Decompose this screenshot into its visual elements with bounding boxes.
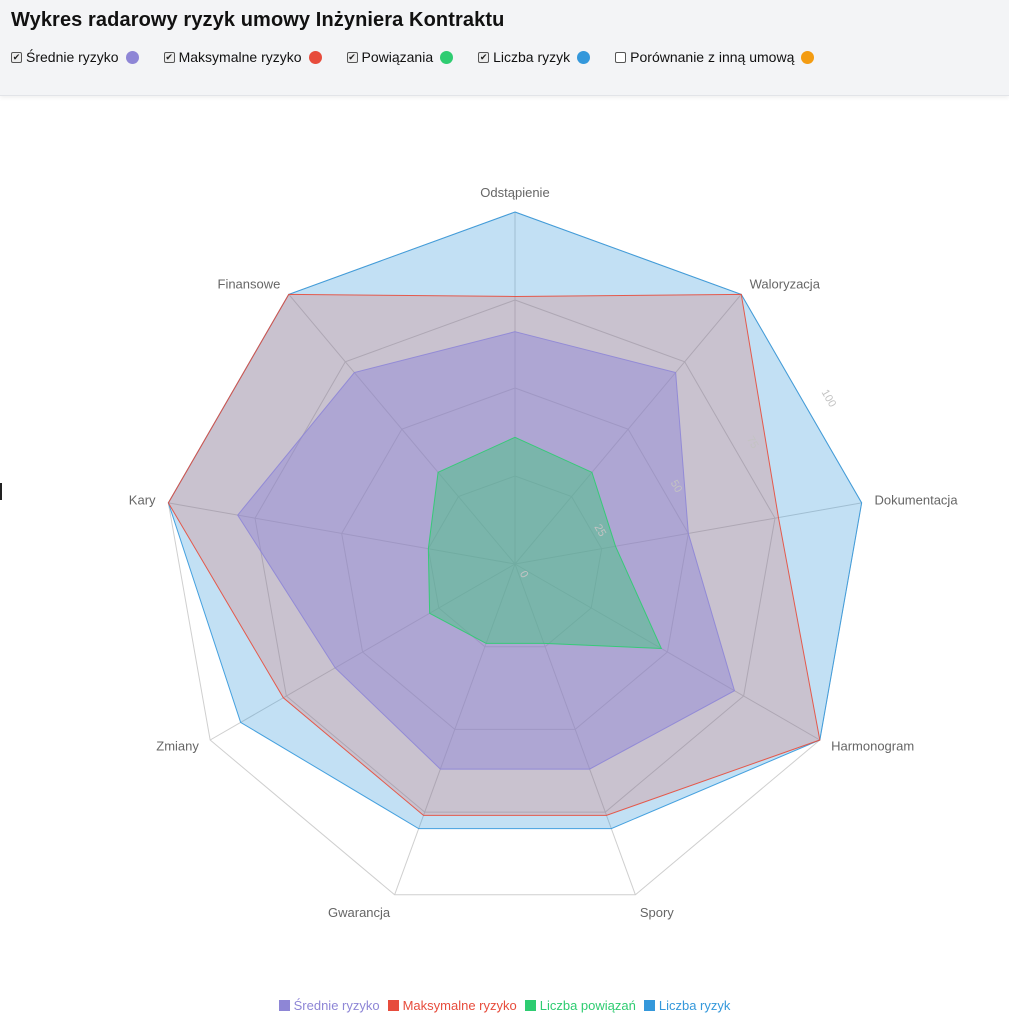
- toggle-max-risk[interactable]: ✔ Maksymalne ryzyko: [163, 49, 322, 65]
- color-dot-icon: [125, 50, 139, 64]
- legend-label: Liczba ryzyk: [658, 998, 731, 1013]
- tick-label: 0: [517, 569, 530, 580]
- toggle-label: Średnie ryzyko: [26, 49, 119, 65]
- checkbox-max-risk[interactable]: ✔: [163, 51, 175, 63]
- legend-item-average-risk[interactable]: Średnie ryzyko: [278, 998, 380, 1013]
- text-cursor: [0, 483, 2, 500]
- radar-series: [167, 211, 863, 830]
- checkbox-risk-count[interactable]: ✔: [478, 51, 490, 63]
- grid-ring: [254, 299, 776, 813]
- series-area: [167, 293, 821, 816]
- color-dot-icon: [308, 50, 322, 64]
- toggle-label: Maksymalne ryzyko: [178, 49, 302, 65]
- tick-label: 100: [819, 388, 839, 410]
- grid-spoke: [514, 563, 636, 895]
- checkbox-compare-contract[interactable]: [615, 51, 627, 63]
- page-title: Wykres radarowy ryzyk umowy Inżyniera Ko…: [11, 9, 505, 31]
- axis-category-label: Waloryzacja: [750, 276, 821, 291]
- grid-spoke: [288, 294, 516, 565]
- chart-legend: Średnie ryzyko Maksymalne ryzyko Liczba …: [0, 998, 1009, 1013]
- legend-swatch: [643, 1000, 655, 1011]
- legend-item-max-risk[interactable]: Maksymalne ryzyko: [387, 998, 517, 1013]
- checkbox-connections[interactable]: ✔: [346, 51, 358, 63]
- axis-category-label: Odstąpienie: [480, 185, 549, 200]
- color-dot-icon: [440, 50, 454, 64]
- header: Wykres radarowy ryzyk umowy Inżyniera Ko…: [0, 0, 1009, 96]
- radar-axis-labels: Odstąpienie Waloryzacja Dokumentacja Harmon…: [129, 185, 959, 920]
- checkbox-average-risk[interactable]: ✔: [11, 51, 22, 63]
- toggle-connections[interactable]: ✔ Powiązania: [346, 49, 454, 65]
- axis-category-label: Gwarancja: [328, 905, 391, 920]
- axis-category-label: Kary: [129, 493, 156, 508]
- axis-category-label: Dokumentacja: [874, 493, 958, 508]
- tick-label: 25: [592, 522, 609, 539]
- grid-ring: [341, 387, 689, 730]
- grid-spoke: [209, 563, 516, 741]
- toggle-average-risk[interactable]: ✔ Średnie ryzyko: [11, 49, 139, 65]
- grid-ring: [427, 475, 603, 648]
- legend-label: Liczba powiązań: [539, 998, 636, 1013]
- color-dot-icon: [577, 50, 591, 64]
- toggle-compare-contract[interactable]: Porównanie z inną umową: [615, 49, 815, 65]
- legend-item-connections[interactable]: Liczba powiązań: [524, 998, 636, 1013]
- color-dot-icon: [801, 50, 815, 64]
- axis-category-label: Finansowe: [218, 276, 281, 291]
- radar-chart: Odstąpienie Waloryzacja Dokumentacja Harmon…: [129, 185, 959, 920]
- series-area: [427, 436, 663, 650]
- grid-spoke: [394, 563, 516, 895]
- toggle-risk-count[interactable]: ✔ Liczba ryzyk: [478, 49, 591, 65]
- tick-label: 50: [668, 478, 685, 495]
- grid-spoke: [514, 294, 742, 565]
- axis-category-label: Zmiany: [156, 739, 199, 754]
- legend-label: Maksymalne ryzyko: [402, 998, 517, 1013]
- grid-spoke: [168, 502, 516, 565]
- legend-label: Średnie ryzyko: [293, 998, 380, 1013]
- axis-category-label: Harmonogram: [831, 739, 914, 754]
- series-area: [237, 331, 736, 770]
- series-toggles: ✔ Średnie ryzyko ✔ Maksymalne ryzyko ✔ P…: [11, 49, 839, 65]
- legend-swatch: [387, 1000, 399, 1011]
- legend-swatch: [278, 1000, 290, 1011]
- axis-category-label: Spory: [640, 905, 674, 920]
- grid-spoke: [514, 563, 821, 741]
- legend-item-risk-count[interactable]: Liczba ryzyk: [643, 998, 731, 1013]
- tick-label: 75: [744, 434, 761, 451]
- toggle-label: Porównanie z inną umową: [630, 49, 795, 65]
- legend-swatch: [524, 1000, 536, 1011]
- toggle-label: Powiązania: [361, 49, 434, 65]
- toggle-label: Liczba ryzyk: [493, 49, 571, 65]
